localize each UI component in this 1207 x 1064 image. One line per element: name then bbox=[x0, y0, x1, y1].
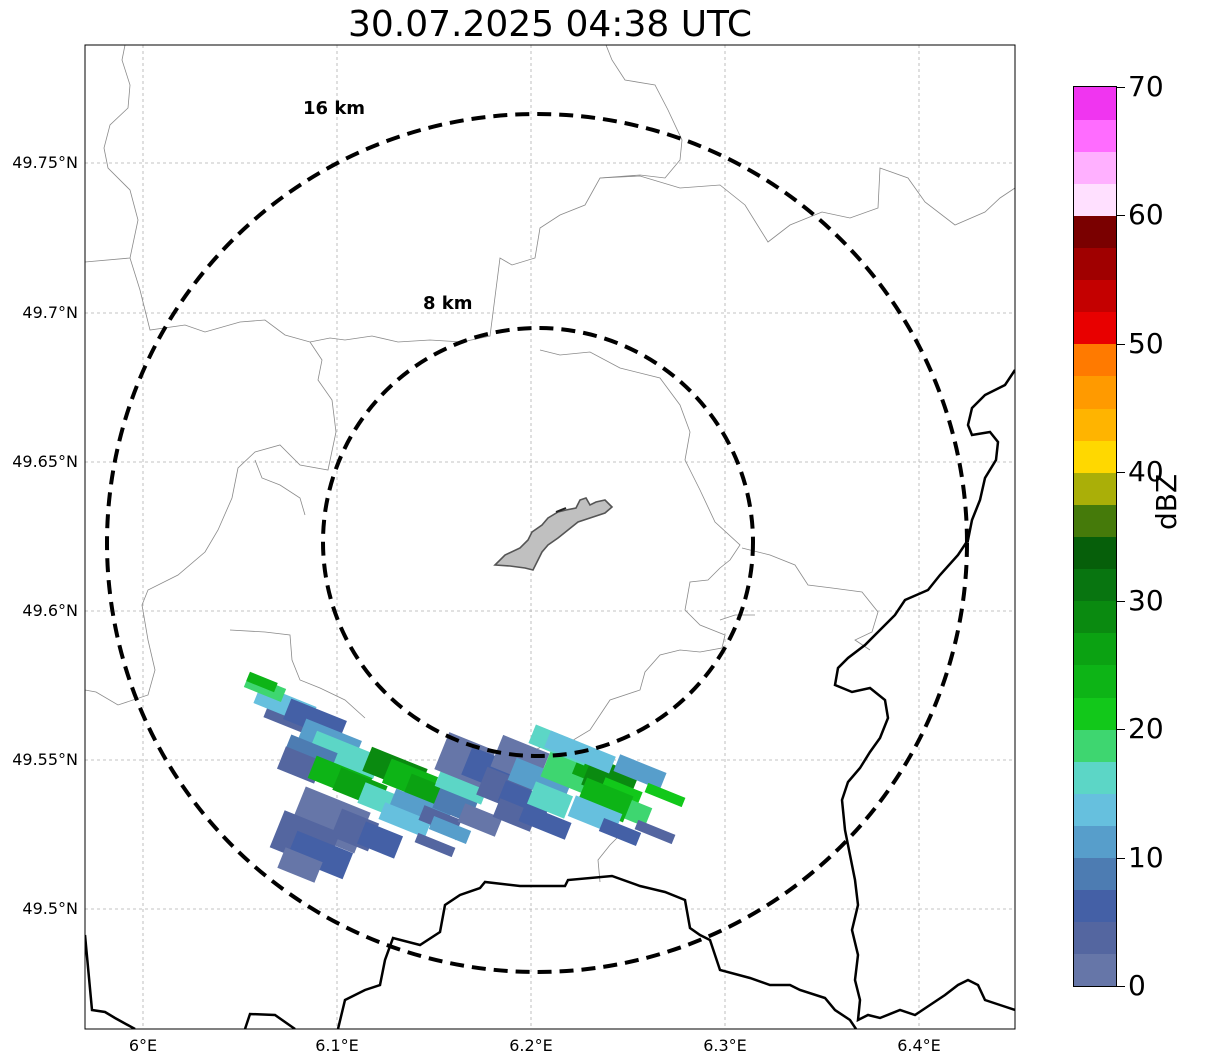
echo-bin bbox=[286, 830, 354, 880]
colorbar-tick-mark bbox=[1117, 729, 1125, 731]
colorbar-segment bbox=[1074, 183, 1116, 216]
colorbar-segment bbox=[1074, 568, 1116, 602]
colorbar-tick-label: 30 bbox=[1128, 583, 1164, 617]
echo-bin bbox=[414, 832, 456, 858]
colorbar-tick-label: 10 bbox=[1128, 840, 1164, 874]
y-tick-label: 49.7°N bbox=[22, 303, 78, 322]
colorbar-tick-mark bbox=[1117, 215, 1125, 217]
colorbar-tick-mark bbox=[1117, 857, 1125, 859]
colorbar-tick-label: 20 bbox=[1128, 712, 1164, 746]
colorbar-segment bbox=[1074, 697, 1116, 730]
ring-16km bbox=[105, 112, 969, 974]
colorbar-segment bbox=[1074, 343, 1116, 377]
colorbar-segment bbox=[1074, 536, 1116, 570]
colorbar-segment bbox=[1074, 472, 1116, 505]
colorbar-tick-label: 40 bbox=[1128, 455, 1164, 489]
colorbar-segment bbox=[1074, 87, 1116, 120]
colorbar-segment bbox=[1074, 408, 1116, 441]
echo-bin bbox=[644, 782, 686, 808]
ring-label-16km: 16 km bbox=[303, 98, 366, 119]
colorbar-segment bbox=[1074, 440, 1116, 473]
x-tick-label: 6.4°E bbox=[897, 1036, 941, 1055]
colorbar bbox=[1073, 86, 1117, 987]
echo-bin bbox=[634, 819, 676, 845]
x-tick-label: 6°E bbox=[128, 1036, 158, 1055]
city-polygon bbox=[493, 497, 614, 571]
colorbar-segment bbox=[1074, 761, 1116, 794]
colorbar-segment bbox=[1074, 729, 1116, 762]
colorbar-segment bbox=[1074, 825, 1116, 859]
ring-label-8km: 8 km bbox=[423, 293, 473, 314]
y-tick-label: 49.75°N bbox=[12, 153, 78, 172]
y-tick-label: 49.6°N bbox=[22, 601, 78, 620]
echo-bin bbox=[518, 804, 572, 840]
echo-bin bbox=[428, 816, 472, 844]
colorbar-segment bbox=[1074, 151, 1116, 184]
y-tick-label: 49.65°N bbox=[12, 452, 78, 471]
colorbar-tick-mark bbox=[1117, 87, 1125, 88]
colorbar-tick-mark bbox=[1117, 600, 1125, 602]
colorbar-segment bbox=[1074, 953, 1116, 987]
echo-bin bbox=[378, 802, 432, 838]
colorbar-segment bbox=[1074, 311, 1116, 345]
range-rings bbox=[105, 112, 969, 974]
colorbar-segment bbox=[1074, 889, 1116, 923]
echo-bin bbox=[308, 730, 382, 780]
country-borders bbox=[85, 369, 1015, 1029]
echo-bin bbox=[598, 818, 642, 846]
colorbar-segment bbox=[1074, 600, 1116, 634]
echo-bin bbox=[457, 803, 503, 837]
x-tick-label: 6.1°E bbox=[315, 1036, 359, 1055]
colorbar-segment bbox=[1074, 793, 1116, 826]
colorbar-tick-label: 60 bbox=[1128, 198, 1164, 232]
colorbar-segment bbox=[1074, 632, 1116, 666]
radar-echoes bbox=[243, 671, 686, 883]
y-tick-label: 49.55°N bbox=[12, 750, 78, 769]
colorbar-segment bbox=[1074, 857, 1116, 891]
colorbar-segment bbox=[1074, 664, 1116, 698]
colorbar-tick-mark bbox=[1117, 343, 1125, 345]
echo-bin bbox=[434, 765, 490, 805]
echo-bin bbox=[277, 847, 323, 883]
colorbar-tick-label: 70 bbox=[1128, 70, 1164, 103]
colorbar-segment bbox=[1074, 504, 1116, 537]
echo-bin bbox=[246, 671, 278, 693]
colorbar-tick-mark bbox=[1117, 986, 1125, 987]
admin-boundaries bbox=[85, 45, 1015, 883]
gridlines bbox=[85, 45, 1015, 1029]
echo-bin bbox=[356, 821, 404, 859]
colorbar-segment bbox=[1074, 279, 1116, 313]
echo-bin bbox=[576, 777, 634, 823]
x-tick-label: 6.3°E bbox=[703, 1036, 747, 1055]
colorbar-tick-label: 0 bbox=[1128, 969, 1146, 1002]
colorbar-segment bbox=[1074, 921, 1116, 955]
map-frame bbox=[84, 44, 1016, 1030]
colorbar-segment bbox=[1074, 375, 1116, 409]
colorbar-segment bbox=[1074, 119, 1116, 152]
colorbar-segment bbox=[1074, 247, 1116, 281]
colorbar-tick-label: 50 bbox=[1128, 326, 1164, 360]
ring-8km bbox=[321, 326, 755, 758]
colorbar-tick-mark bbox=[1117, 472, 1125, 474]
y-tick-label: 49.5°N bbox=[22, 899, 78, 918]
colorbar-label: dBZ bbox=[1150, 473, 1183, 530]
map-title: 30.07.2025 04:38 UTC bbox=[347, 4, 753, 45]
echo-bin bbox=[526, 781, 574, 819]
echo-bin bbox=[613, 754, 667, 790]
x-tick-label: 6.2°E bbox=[509, 1036, 553, 1055]
colorbar-segment bbox=[1074, 215, 1116, 249]
